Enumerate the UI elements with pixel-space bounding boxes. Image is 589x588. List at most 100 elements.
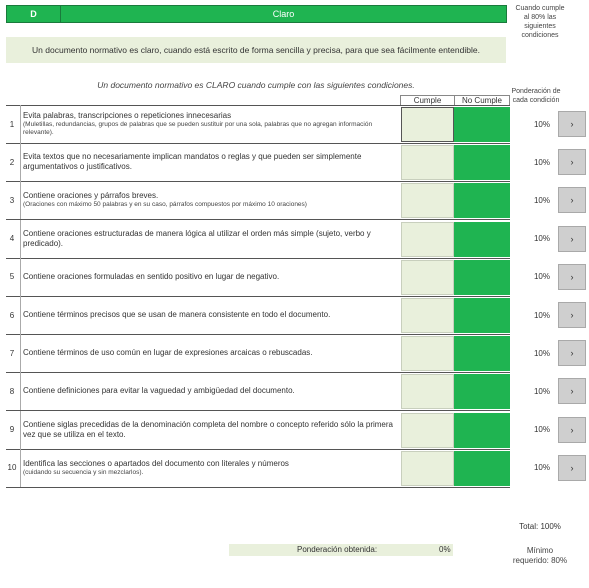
ponderacion-value: 10% [533, 463, 550, 473]
row-divider [6, 219, 510, 221]
section-title: Claro [60, 5, 507, 23]
no-cumple-cell[interactable] [454, 412, 510, 448]
row-number: 1 [9, 119, 15, 129]
condition-text: Contiene oraciones y párrafos breves. (Or… [20, 181, 402, 220]
cumple-cell[interactable] [401, 450, 454, 486]
no-cumple-cell[interactable] [454, 183, 510, 219]
row-divider [6, 143, 510, 144]
condition-text: Evita palabras, transcripciones o repeti… [20, 105, 402, 143]
table-row: 6 Contiene términos precisos que se usan … [6, 296, 586, 335]
row-number: 4 [9, 234, 15, 244]
ponderacion-value: 10% [533, 310, 550, 320]
cumple-cell[interactable] [401, 145, 454, 181]
side-note: Cuando cumple al 80% las siguientes cond… [515, 5, 565, 39]
condition-main-text: Contiene siglas precedidas de la denomin… [23, 419, 393, 439]
detail-button[interactable]: › [558, 263, 586, 290]
condition-text: Identifica las secciones o apartados del… [20, 448, 402, 487]
subtitle: Un documento normativo es CLARO cuando c… [97, 80, 415, 90]
cumple-cell[interactable] [401, 221, 454, 257]
cumple-cell[interactable] [401, 412, 454, 448]
condition-main-text: Contiene definiciones para evitar la vag… [23, 386, 295, 396]
detail-button[interactable]: › [558, 111, 586, 137]
row-number: 8 [9, 386, 15, 396]
condition-main-text: Identifica las secciones o apartados del… [23, 458, 289, 468]
row-number: 2 [9, 157, 15, 167]
ponderacion-value: 10% [533, 119, 550, 129]
row-divider [6, 334, 510, 335]
condition-text: Contiene oraciones estructuradas de mane… [20, 219, 402, 258]
cumple-cell[interactable] [401, 374, 454, 410]
no-cumple-cell[interactable] [454, 221, 510, 257]
row-divider [6, 448, 510, 450]
ponderacion-obtenida-box: Ponderación obtenida: 0% [229, 544, 453, 556]
row-divider [6, 295, 510, 297]
minimo-requerido: Mínimo requerido: 80% [512, 546, 568, 565]
row-number: 5 [9, 272, 15, 282]
condition-main-text: Contiene oraciones formuladas en sentido… [23, 271, 280, 281]
cumple-cell[interactable] [401, 183, 454, 219]
no-cumple-cell[interactable] [454, 107, 510, 142]
ponderacion-value: 10% [533, 157, 550, 167]
cumple-cell[interactable] [401, 107, 454, 142]
condition-sub-text: (Oraciones con máximo 50 palabras y en s… [23, 201, 307, 209]
table-top-border [6, 105, 510, 106]
cumple-cell[interactable] [401, 336, 454, 372]
table-row: 5 Contiene oraciones formuladas en sentid… [6, 257, 586, 297]
row-divider [6, 181, 510, 183]
condition-main-text: Contiene oraciones y párrafos breves. [23, 191, 159, 201]
no-cumple-cell[interactable] [454, 450, 510, 486]
condition-text: Contiene siglas precedidas de la denomin… [20, 410, 402, 449]
detail-button[interactable]: › [558, 302, 586, 328]
no-cumple-cell[interactable] [454, 374, 510, 410]
column-header-ponderacion: Ponderación de cada condición [511, 88, 561, 104]
row-divider [6, 410, 510, 412]
cumple-cell[interactable] [401, 298, 454, 333]
detail-button[interactable]: › [558, 187, 586, 214]
chevron-right-icon: › [570, 348, 574, 359]
condition-main-text: Contiene oraciones estructuradas de mane… [23, 228, 371, 248]
section-code: D [6, 5, 61, 23]
no-cumple-cell[interactable] [454, 259, 510, 295]
condition-sub-text: (Muletillas, redundancias, grupos de pal… [23, 121, 373, 136]
table-row: 2 Evita textos que no necesariamente impl… [6, 143, 586, 183]
detail-button[interactable]: › [558, 340, 586, 367]
ponderacion-value: 10% [533, 386, 550, 396]
no-cumple-cell[interactable] [454, 336, 510, 372]
condition-main-text: Contiene términos de uso común en lugar … [23, 348, 313, 358]
detail-button[interactable]: › [558, 454, 586, 481]
chevron-right-icon: › [570, 119, 574, 129]
row-number: 3 [9, 195, 15, 205]
row-divider [6, 257, 510, 259]
row-number: 10 [7, 463, 17, 473]
detail-button[interactable]: › [558, 149, 586, 176]
table-row: 1 Evita palabras, transcripciones o repet… [6, 105, 586, 144]
condition-main-text: Contiene términos precisos que se usan d… [23, 310, 331, 319]
ponderacion-value: 10% [533, 195, 550, 205]
condition-text: Contiene términos precisos que se usan d… [20, 296, 402, 334]
chevron-right-icon: › [570, 233, 574, 244]
condition-text: Evita textos que no necesariamente impli… [20, 143, 402, 182]
ponderacion-value: 10% [533, 425, 550, 435]
condition-main-text: Evita textos que no necesariamente impli… [23, 152, 362, 172]
ponderacion-obtenida-label: Ponderación obtenida: [297, 545, 378, 554]
condition-text: Contiene términos de uso común en lugar … [20, 334, 402, 373]
no-cumple-cell[interactable] [454, 145, 510, 181]
table-row: 4 Contiene oraciones estructuradas de man… [6, 219, 586, 259]
table-row: 9 Contiene siglas precedidas de la denomi… [6, 410, 586, 450]
detail-button[interactable]: › [558, 416, 586, 443]
chevron-right-icon: › [570, 386, 574, 397]
chevron-right-icon: › [570, 424, 574, 435]
cumple-cell[interactable] [401, 259, 454, 295]
ponderacion-value: 10% [533, 234, 550, 244]
condition-main-text: Evita palabras, transcripciones o repeti… [23, 111, 232, 120]
no-cumple-cell[interactable] [454, 298, 510, 333]
table-row: 3 Contiene oraciones y párrafos breves. (O… [6, 181, 586, 221]
condition-sub-text: (cuidando su secuencia y sin mezclarlos)… [23, 468, 144, 476]
total-label: Total: 100% [519, 522, 561, 531]
detail-button[interactable]: › [558, 378, 586, 405]
row-number: 6 [9, 310, 15, 320]
row-divider [6, 372, 510, 374]
chevron-right-icon: › [570, 271, 574, 282]
detail-button[interactable]: › [558, 225, 586, 252]
row-number: 9 [9, 425, 15, 435]
